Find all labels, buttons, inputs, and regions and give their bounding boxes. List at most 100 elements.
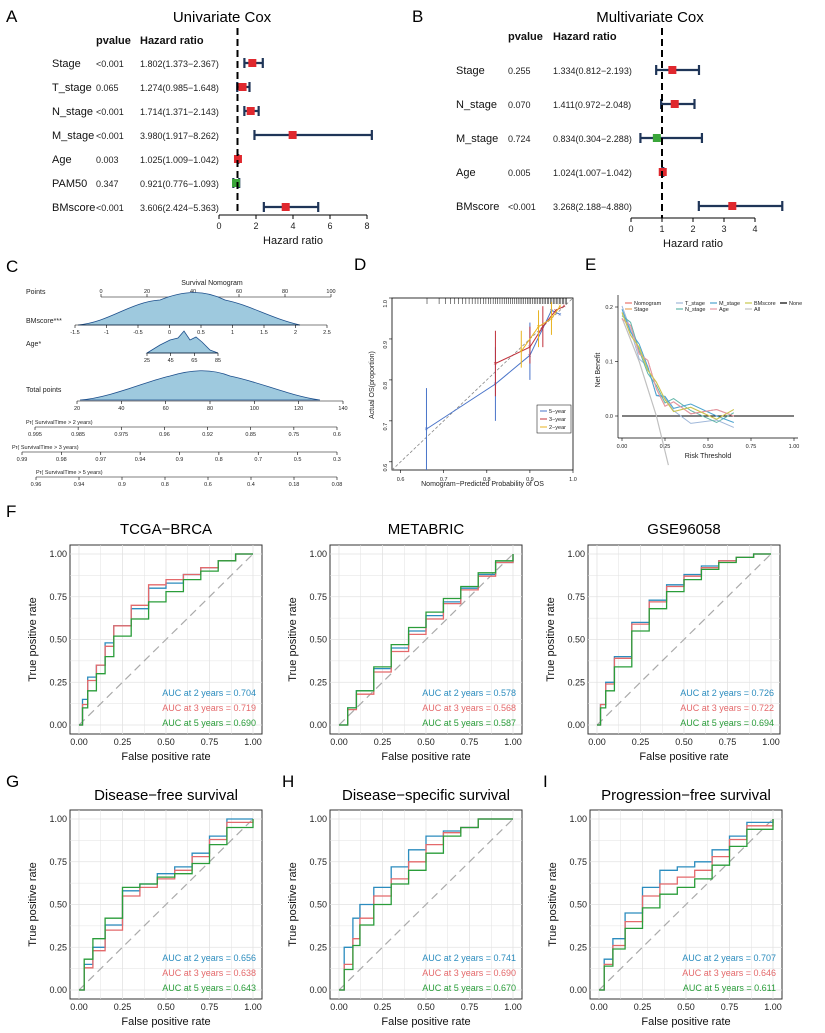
bmscore-tick-label: 0 bbox=[168, 330, 171, 336]
x-axis-label: False positive rate bbox=[381, 751, 470, 763]
y-tick-label: 0.25 bbox=[567, 677, 585, 687]
x-tick-label: 0.25 bbox=[374, 737, 392, 747]
dca-curve bbox=[621, 309, 734, 423]
x-tick-label: 0.75 bbox=[721, 1002, 739, 1012]
nomogram-row-label: Total points bbox=[26, 387, 62, 394]
prob-3-tick-label: 0.8 bbox=[161, 482, 169, 488]
panel-letter: F bbox=[6, 502, 16, 521]
points-tick-label: 100 bbox=[326, 289, 335, 295]
forest-hr-text: 1.714(1.371−2.143) bbox=[140, 107, 219, 117]
forest-var-label: Age bbox=[52, 154, 72, 166]
prob-3-tick-label: 0.18 bbox=[289, 482, 300, 488]
forest-hr-text: 1.411(0.972−2.048) bbox=[553, 100, 631, 110]
y-axis-label: True positive rate bbox=[547, 862, 559, 947]
roc-curve bbox=[339, 818, 513, 991]
chart-title: Progression−free survival bbox=[601, 787, 771, 804]
y-tick-label: 0.50 bbox=[569, 900, 587, 910]
x-tick-label: 1.00 bbox=[244, 737, 262, 747]
auc-label: AUC at 2 years = 0.578 bbox=[422, 688, 516, 698]
x-tick-label: 0.25 bbox=[632, 737, 650, 747]
x-tick-label: 0.00 bbox=[330, 737, 348, 747]
y-axis-label: True positive rate bbox=[27, 597, 39, 682]
y-axis-label: Net Benefit bbox=[595, 353, 602, 388]
x-tick-label: 8 bbox=[364, 221, 369, 231]
legend-label: 5−year bbox=[549, 409, 566, 415]
forest-point bbox=[248, 59, 257, 67]
legend-label: Nomogram bbox=[634, 301, 662, 307]
auc-label: AUC at 3 years = 0.646 bbox=[682, 968, 776, 978]
forest-hr-text: 3.980(1.917−8.262) bbox=[140, 131, 219, 141]
chart-title: TCGA−BRCA bbox=[120, 521, 212, 538]
bmscore-tick-label: 2.5 bbox=[323, 330, 331, 336]
x-tick-label: 0.7 bbox=[440, 477, 448, 483]
legend-label: N_stage bbox=[685, 307, 706, 313]
y-tick-label: 0.9 bbox=[383, 341, 389, 349]
forest-var-label: Stage bbox=[52, 58, 81, 70]
forest-var-label: Stage bbox=[456, 65, 485, 77]
forest-var-label: T_stage bbox=[52, 82, 92, 94]
forest-hr-text: 0.834(0.304−2.288) bbox=[553, 134, 632, 144]
x-tick-label: 0.6 bbox=[397, 477, 405, 483]
y-tick-label: 0.00 bbox=[567, 720, 585, 730]
panel-letter: C bbox=[6, 257, 18, 276]
legend-label: Age bbox=[719, 307, 729, 313]
chart-title: Disease−free survival bbox=[94, 787, 238, 804]
y-tick-label: 0.50 bbox=[49, 635, 67, 645]
forest-point bbox=[233, 155, 242, 163]
chart-title: GSE96058 bbox=[647, 521, 720, 538]
x-tick-label: 0.50 bbox=[677, 1002, 695, 1012]
roc-curve bbox=[339, 554, 514, 726]
y-axis-label: True positive rate bbox=[287, 862, 299, 947]
pvalue-header: pvalue bbox=[96, 35, 131, 47]
x-tick-label: 3 bbox=[721, 224, 726, 234]
roc-curve bbox=[79, 819, 254, 991]
prob-1-tick-label: 0.985 bbox=[71, 432, 85, 438]
x-tick-label: 0.00 bbox=[70, 1002, 88, 1012]
panel-letter: D bbox=[354, 255, 366, 274]
forest-var-label: M_stage bbox=[456, 133, 498, 145]
y-tick-label: 1.00 bbox=[567, 549, 585, 559]
legend-box bbox=[536, 404, 572, 434]
total-tick-label: 140 bbox=[338, 406, 347, 412]
x-tick-label: 1.00 bbox=[789, 444, 800, 450]
x-tick-label: 1 bbox=[659, 224, 664, 234]
y-tick-label: 0.75 bbox=[309, 592, 327, 602]
diagonal-line bbox=[78, 553, 254, 726]
y-axis-label: True positive rate bbox=[27, 862, 39, 947]
y-axis-label: True positive rate bbox=[545, 597, 557, 682]
prob-3-tick-label: 0.94 bbox=[74, 482, 85, 488]
y-tick-label: 0.50 bbox=[567, 635, 585, 645]
prob-2-tick-label: 0.99 bbox=[17, 457, 28, 463]
calibration-point: × bbox=[537, 325, 541, 331]
legend-label: T_stage bbox=[685, 301, 705, 307]
total-tick-label: 100 bbox=[250, 406, 259, 412]
x-tick-label: 0.00 bbox=[617, 444, 628, 450]
calibration-curve bbox=[520, 305, 561, 352]
x-tick-label: 0.75 bbox=[719, 737, 737, 747]
x-axis-label: False positive rate bbox=[639, 751, 728, 763]
y-tick-label: 0.75 bbox=[567, 592, 585, 602]
y-tick-label: 0.00 bbox=[49, 985, 67, 995]
x-tick-label: 4 bbox=[290, 221, 295, 231]
x-tick-label: 0.00 bbox=[70, 737, 88, 747]
legend-label: M_stage bbox=[719, 301, 740, 307]
age-tick-label: 45 bbox=[168, 358, 174, 364]
bmscore-tick-label: -0.5 bbox=[133, 330, 142, 336]
diagonal-line bbox=[78, 818, 254, 991]
x-tick-label: 6 bbox=[327, 221, 332, 231]
prob-2-tick-label: 0.98 bbox=[56, 457, 67, 463]
prob-3-tick-label: 0.08 bbox=[332, 482, 343, 488]
forest-pvalue: 0.065 bbox=[96, 83, 119, 93]
total-tick-label: 80 bbox=[207, 406, 213, 412]
forest-point bbox=[238, 83, 247, 91]
y-axis-label: True positive rate bbox=[287, 597, 299, 682]
y-tick-label: 0.0 bbox=[605, 414, 613, 420]
auc-label: AUC at 3 years = 0.568 bbox=[422, 703, 516, 713]
y-tick-label: 0.25 bbox=[569, 942, 587, 952]
x-tick-label: 0 bbox=[628, 224, 633, 234]
panel-letter: B bbox=[412, 7, 423, 26]
x-axis-label: False positive rate bbox=[121, 751, 210, 763]
dca-curve bbox=[621, 312, 735, 420]
total-tick-label: 60 bbox=[163, 406, 169, 412]
x-tick-label: 1.00 bbox=[764, 1002, 782, 1012]
